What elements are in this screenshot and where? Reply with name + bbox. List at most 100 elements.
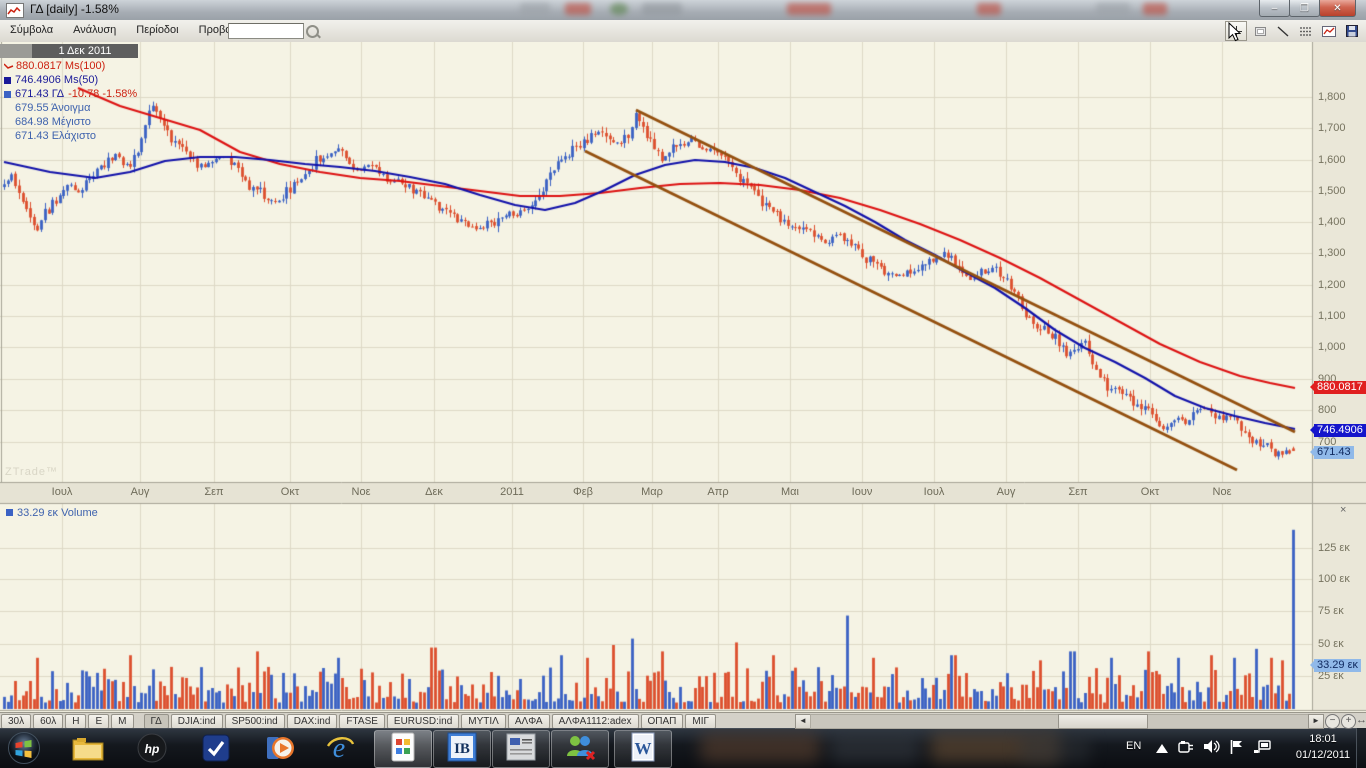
- aero-blob: [787, 3, 831, 15]
- price-axis-label: 1,500: [1318, 185, 1346, 197]
- word-taskbar-button[interactable]: W: [614, 730, 672, 768]
- tray-date: 01/12/2011: [1295, 749, 1351, 761]
- aero-blob: [520, 3, 550, 15]
- menu-bar: Σύμβολα Ανάλυση Περίοδοι Προβολή: [0, 20, 1366, 43]
- zoom-out-button[interactable]: −: [1325, 714, 1340, 729]
- symbol-tab-EURUSD:ind[interactable]: EURUSD:ind: [386, 714, 460, 729]
- symbol-tab-ΑΛΦΑ1112:adex[interactable]: ΑΛΦΑ1112:adex: [551, 714, 639, 729]
- time-axis-label: Νοε: [1212, 486, 1232, 498]
- legend-spacer: [4, 105, 11, 112]
- dots-tool-icon[interactable]: [1296, 22, 1316, 40]
- price-axis-label: 700: [1318, 436, 1337, 448]
- aero-blob: [977, 3, 1001, 15]
- time-axis-label: Δεκ: [425, 486, 443, 498]
- legend-row-Άνοιγμα: 679.55 Άνοιγμα: [4, 101, 137, 115]
- interactive-brokers-icon: IB: [447, 732, 477, 767]
- period-button-Η[interactable]: Η: [65, 714, 87, 729]
- internet-explorer-icon[interactable]: e: [322, 730, 358, 766]
- volume-pane-close-icon[interactable]: ×: [1340, 504, 1347, 516]
- time-axis-label: Αυγ: [996, 486, 1016, 498]
- hp-icon[interactable]: hp: [134, 730, 170, 766]
- price-axis-label: 1,000: [1318, 341, 1346, 353]
- symbol-tab-DAX:ind[interactable]: DAX:ind: [286, 714, 338, 729]
- legend-value: 880.0817 Ms(100): [16, 60, 106, 72]
- close-button[interactable]: ✕: [1319, 0, 1356, 17]
- time-axis-label: Απρ: [707, 486, 729, 498]
- gray-app-icon: [506, 733, 536, 766]
- menu-item-3[interactable]: Περίοδοι: [136, 24, 179, 36]
- symbol-tab-ΟΠΑΠ[interactable]: ΟΠΑΠ: [640, 714, 684, 729]
- time-axis-label: Σεπ: [1068, 486, 1088, 498]
- messenger-taskbar-button[interactable]: [551, 730, 609, 768]
- zoom-in-button[interactable]: +: [1341, 714, 1356, 729]
- fit-width-button[interactable]: ↔: [1356, 714, 1366, 726]
- grid-tool-icon[interactable]: [1250, 22, 1270, 40]
- volume-value: 33.29 εκ: [17, 507, 58, 519]
- crosshair-date-label: 1 Δεκ 2011: [32, 44, 138, 58]
- legend-row-Μέγιστο: 684.98 Μέγιστο: [4, 115, 137, 129]
- ztrade-check-icon[interactable]: [198, 730, 234, 766]
- chart-legend: 880.0817 Ms(100) 746.4906 Ms(50) 671.43 ΓΔ…: [3, 59, 137, 143]
- taskbar-blob: [700, 733, 820, 763]
- symbol-tab-ΑΛΦΑ[interactable]: ΑΛΦΑ: [507, 714, 550, 729]
- period-button-60λ[interactable]: 60λ: [33, 714, 64, 729]
- menu-item-2[interactable]: Ανάλυση: [73, 24, 117, 36]
- chart-style-tool-icon[interactable]: [1319, 22, 1339, 40]
- menu-item-1[interactable]: Σύμβολα: [10, 24, 54, 36]
- chart-canvas[interactable]: [0, 42, 1366, 728]
- price-tag-notch: [1310, 426, 1314, 434]
- time-axis-label: Μαρ: [641, 486, 663, 498]
- start-orb-icon[interactable]: [6, 730, 42, 766]
- google-app-taskbar-button[interactable]: [374, 730, 432, 768]
- action-center-flag-icon[interactable]: [1230, 740, 1243, 759]
- network-icon[interactable]: [1254, 740, 1271, 758]
- restore-button[interactable]: ❐: [1289, 0, 1320, 17]
- menu-items: Σύμβολα Ανάλυση Περίοδοι Προβολή: [0, 20, 253, 37]
- time-axis-label: 2011: [500, 486, 524, 498]
- price-axis-label: 1,200: [1318, 279, 1346, 291]
- interactive-brokers-taskbar-button[interactable]: IB: [433, 730, 491, 768]
- taskbar-blob: [830, 733, 920, 763]
- trendline-tool-icon[interactable]: [1273, 22, 1293, 40]
- gray-app-taskbar-button[interactable]: [492, 730, 550, 768]
- legend-value: 684.98 Μέγιστο: [15, 116, 91, 128]
- hscroll-right-arrow[interactable]: ►: [1308, 714, 1324, 729]
- search-icon[interactable]: [306, 25, 319, 38]
- symbol-tab-SP500:ind[interactable]: SP500:ind: [224, 714, 285, 729]
- symbol-tab-ΜΙΓ[interactable]: ΜΙΓ: [685, 714, 717, 729]
- volume-axis-label: 50 εκ: [1318, 638, 1344, 650]
- show-desktop-button[interactable]: [1356, 728, 1366, 768]
- minimize-button[interactable]: –: [1259, 0, 1290, 17]
- aero-blob: [565, 3, 591, 15]
- period-button-Μ[interactable]: Μ: [111, 714, 134, 729]
- language-indicator[interactable]: EN: [1126, 740, 1142, 752]
- period-button-Ε[interactable]: Ε: [88, 714, 110, 729]
- app-icon: [6, 3, 24, 18]
- crosshair-tool-icon[interactable]: [1225, 21, 1247, 41]
- symbol-tab-DJIA:ind[interactable]: DJIA:ind: [170, 714, 223, 729]
- price-axis-label: 1,700: [1318, 122, 1346, 134]
- clock[interactable]: 18:01 01/12/2011: [1288, 731, 1358, 763]
- price-tag-notch: [1310, 383, 1314, 391]
- hscroll-left-arrow[interactable]: ◄: [795, 714, 811, 729]
- hidden-icons-icon[interactable]: [1156, 740, 1168, 758]
- symbol-search-input[interactable]: [228, 23, 304, 39]
- title-bar[interactable]: ΓΔ [daily] -1.58% – ❐ ✕: [0, 0, 1366, 21]
- period-button-30λ[interactable]: 30λ: [1, 714, 32, 729]
- symbol-tab-FTASE[interactable]: FTASE: [339, 714, 385, 729]
- symbol-tab-ΓΔ[interactable]: ΓΔ: [143, 714, 169, 729]
- save-tool-icon[interactable]: [1342, 22, 1362, 40]
- hscroll-thumb[interactable]: [1058, 714, 1148, 729]
- symbol-tab-ΜΥΤΙΛ[interactable]: ΜΥΤΙΛ: [461, 714, 506, 729]
- price-axis-label: 1,800: [1318, 91, 1346, 103]
- ztrade-watermark: ZTrade™: [5, 466, 59, 478]
- legend-value: 679.55 Άνοιγμα: [15, 102, 91, 114]
- tray-time: 18:01: [1309, 733, 1337, 745]
- volume-icon[interactable]: [1204, 740, 1220, 758]
- legend-row-Ελάχιστο: 671.43 Ελάχιστο: [4, 129, 137, 143]
- legend-spacer: [4, 133, 11, 140]
- power-plug-icon[interactable]: [1178, 740, 1194, 759]
- time-axis-label: Οκτ: [1140, 486, 1160, 498]
- media-player-icon[interactable]: [262, 730, 298, 766]
- explorer-icon[interactable]: [70, 730, 106, 766]
